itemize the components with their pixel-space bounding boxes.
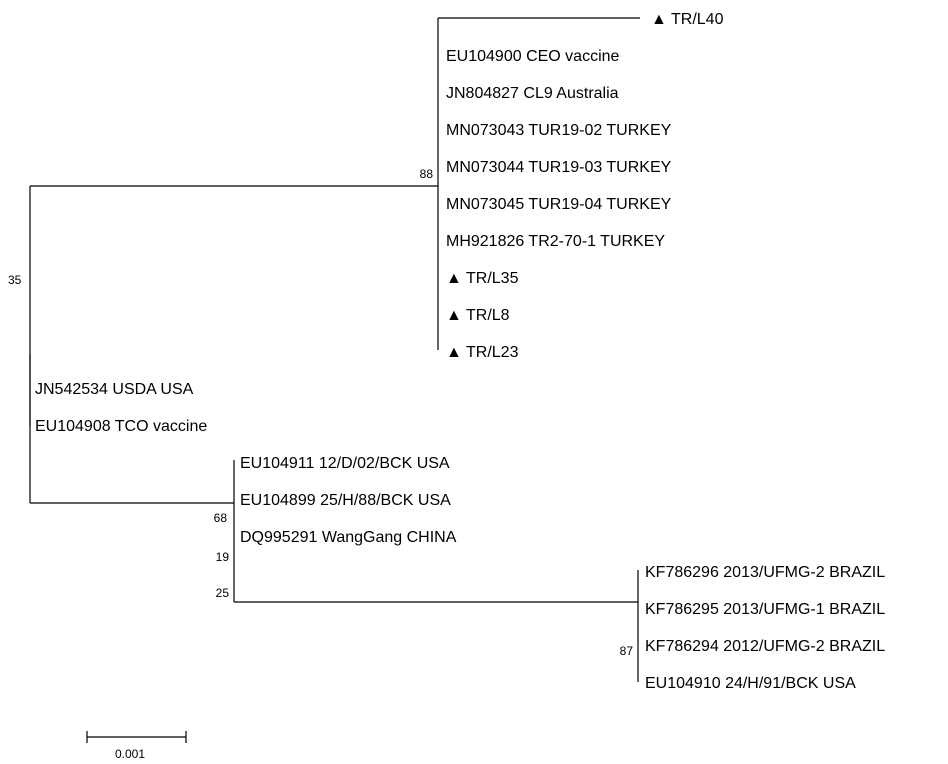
leaf-kf786294: KF786294 2012/UFMG-2 BRAZIL xyxy=(645,638,885,655)
leaf-kf786296: KF786296 2013/UFMG-2 BRAZIL xyxy=(645,564,885,581)
bootstrap-25: 25 xyxy=(216,586,230,600)
bootstrap-68: 68 xyxy=(214,511,228,525)
scale-bar-line xyxy=(86,731,187,743)
leaf-tr-l35: ▲ TR/L35 xyxy=(446,270,519,287)
bootstrap-19: 19 xyxy=(216,550,230,564)
leaf-mh921826: MH921826 TR2-70-1 TURKEY xyxy=(446,233,665,250)
bootstrap-88: 88 xyxy=(420,167,434,181)
leaf-eu104900: EU104900 CEO vaccine xyxy=(446,48,620,65)
leaf-jn804827: JN804827 CL9 Australia xyxy=(446,85,619,102)
leaf-mn073045: MN073045 TUR19-04 TURKEY xyxy=(446,196,672,213)
leaf-kf786295: KF786295 2013/UFMG-1 BRAZIL xyxy=(645,601,885,618)
leaf-tr-l8: ▲ TR/L8 xyxy=(446,307,510,324)
leaf-tr-l40: ▲ TR/L40 xyxy=(651,11,724,28)
leaf-mn073043: MN073043 TUR19-02 TURKEY xyxy=(446,122,672,139)
leaf-dq995291: DQ995291 WangGang CHINA xyxy=(240,529,457,546)
leaf-eu104908: EU104908 TCO vaccine xyxy=(35,418,207,435)
leaf-eu104910: EU104910 24/H/91/BCK USA xyxy=(645,675,856,692)
leaf-jn542534: JN542534 USDA USA xyxy=(35,381,194,398)
bootstrap-87: 87 xyxy=(620,644,634,658)
leaf-eu104899: EU104899 25/H/88/BCK USA xyxy=(240,492,451,509)
leaf-eu104911: EU104911 12/D/02/BCK USA xyxy=(240,455,450,472)
leaf-mn073044: MN073044 TUR19-03 TURKEY xyxy=(446,159,672,176)
scale-bar-label: 0.001 xyxy=(115,747,145,761)
leaf-tr-l23: ▲ TR/L23 xyxy=(446,344,519,361)
bootstrap-35: 35 xyxy=(8,273,22,287)
scale-bar: 0.001 xyxy=(86,731,187,761)
